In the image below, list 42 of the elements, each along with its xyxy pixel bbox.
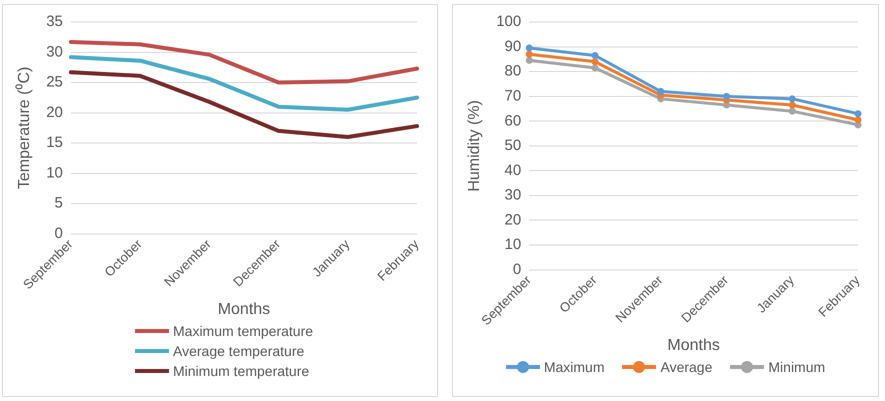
point xyxy=(591,52,598,59)
y-tick-label: 100 xyxy=(496,13,522,30)
y-tick-label: 10 xyxy=(504,236,522,254)
point xyxy=(854,110,862,118)
point xyxy=(526,56,533,64)
y-tick-label: 90 xyxy=(504,38,522,55)
point xyxy=(591,64,598,72)
point xyxy=(854,116,862,124)
y-tick-label: 35 xyxy=(46,13,63,30)
point xyxy=(591,58,598,66)
point xyxy=(788,95,796,102)
legend-label: Maximum temperature xyxy=(173,323,314,339)
y-tick-label: 20 xyxy=(46,104,63,121)
y-tick-label: 30 xyxy=(504,186,522,204)
legend-label: Average xyxy=(660,359,712,375)
legend-label: Minimum temperature xyxy=(173,363,310,379)
legend-label: Maximum xyxy=(544,359,604,375)
y-tick-label: 30 xyxy=(46,43,63,60)
y-tick-label: 40 xyxy=(504,162,522,179)
y-axis-title: Humidity (%) xyxy=(466,100,484,192)
x-axis-title: Months xyxy=(218,300,270,318)
y-tick-label: 25 xyxy=(46,74,63,91)
legend-label: Average temperature xyxy=(173,343,304,359)
y-tick-label: 15 xyxy=(46,134,63,152)
y-tick-label: 80 xyxy=(504,62,522,80)
point xyxy=(657,88,664,95)
y-tick-label: 70 xyxy=(504,87,522,104)
y-tick-label: 60 xyxy=(504,112,522,130)
y-tick-label: 0 xyxy=(54,224,63,242)
y-tick-label: 0 xyxy=(512,260,522,278)
point xyxy=(526,44,533,52)
point xyxy=(788,102,796,109)
point xyxy=(526,50,533,58)
x-axis-title: Months xyxy=(667,336,720,354)
y-tick-label: 5 xyxy=(54,194,63,212)
point xyxy=(722,92,730,100)
point xyxy=(788,108,796,115)
y-tick-label: 50 xyxy=(504,137,522,154)
y-tick-label: 20 xyxy=(504,211,522,228)
y-tick-label: 10 xyxy=(46,164,63,182)
y-axis-title: Temperature (⁰C) xyxy=(15,66,34,190)
legend-label: Minimum xyxy=(768,359,826,375)
